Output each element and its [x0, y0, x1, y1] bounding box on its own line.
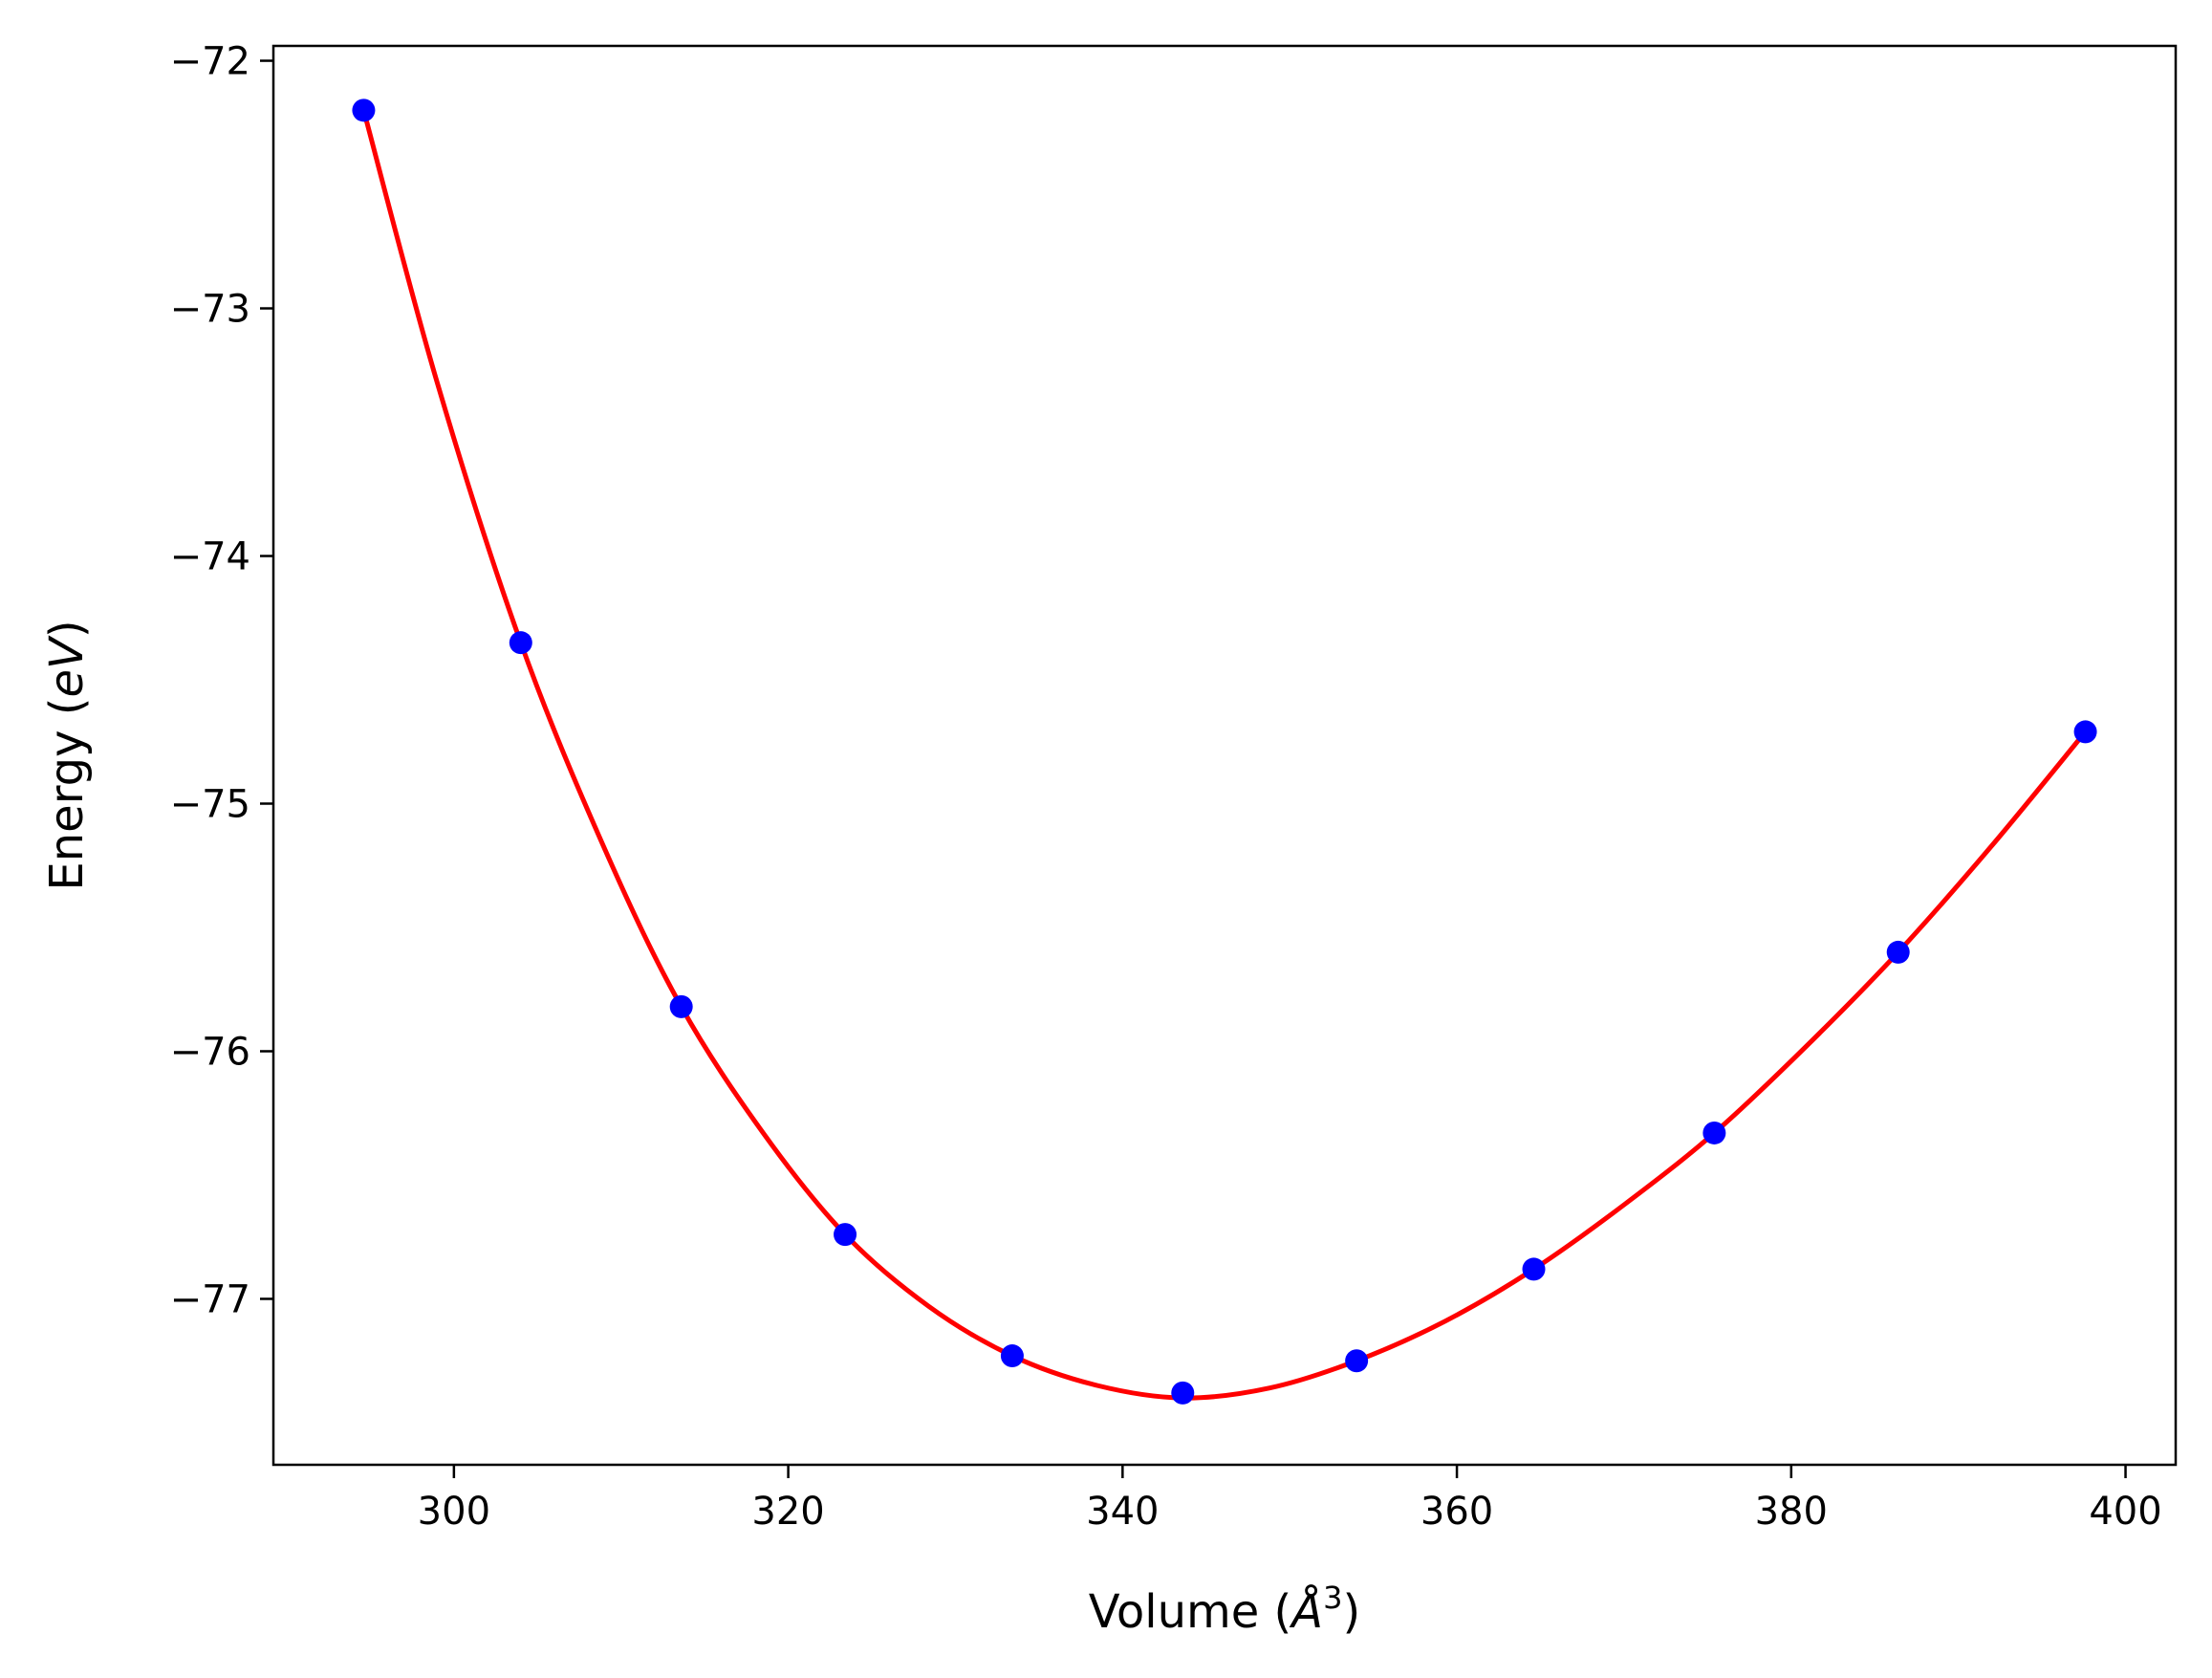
y-tick-label: −73 [170, 288, 250, 332]
x-axis-title: Volume (Å3) [1089, 1580, 1360, 1639]
data-point-11 [2073, 720, 2097, 744]
x-axis-ticks: 300 320 340 360 380 400 [418, 1465, 2162, 1534]
x-tick-label: 360 [1420, 1490, 1493, 1534]
data-point-6 [1171, 1381, 1195, 1405]
x-tick-label: 340 [1086, 1490, 1159, 1534]
y-tick-label: −76 [170, 1030, 250, 1074]
x-tick-label: 400 [2089, 1490, 2161, 1534]
y-axis-ticks: −72 −73 −74 −75 −76 −77 [170, 40, 273, 1321]
x-tick-label: 300 [418, 1490, 490, 1534]
y-tick-label: −72 [170, 40, 250, 84]
plot-area [352, 98, 2097, 1405]
data-point-4 [834, 1223, 857, 1247]
data-point-2 [509, 631, 532, 655]
data-point-1 [352, 98, 376, 122]
y-tick-label: −74 [170, 535, 250, 579]
y-axis-title: Energy (eV) [40, 620, 94, 890]
axes-frame [271, 44, 2178, 1467]
x-tick-label: 380 [1755, 1490, 1828, 1534]
data-point-3 [669, 994, 693, 1018]
data-point-9 [1702, 1121, 1726, 1144]
y-tick-label: −75 [170, 783, 250, 827]
x-tick-label: 320 [751, 1490, 824, 1534]
data-point-8 [1522, 1257, 1546, 1281]
fit-curve-line [360, 107, 2089, 1401]
data-point-10 [1886, 940, 1910, 964]
y-tick-label: −77 [170, 1277, 250, 1321]
data-point-7 [1345, 1349, 1369, 1373]
data-point-5 [1000, 1344, 1024, 1368]
